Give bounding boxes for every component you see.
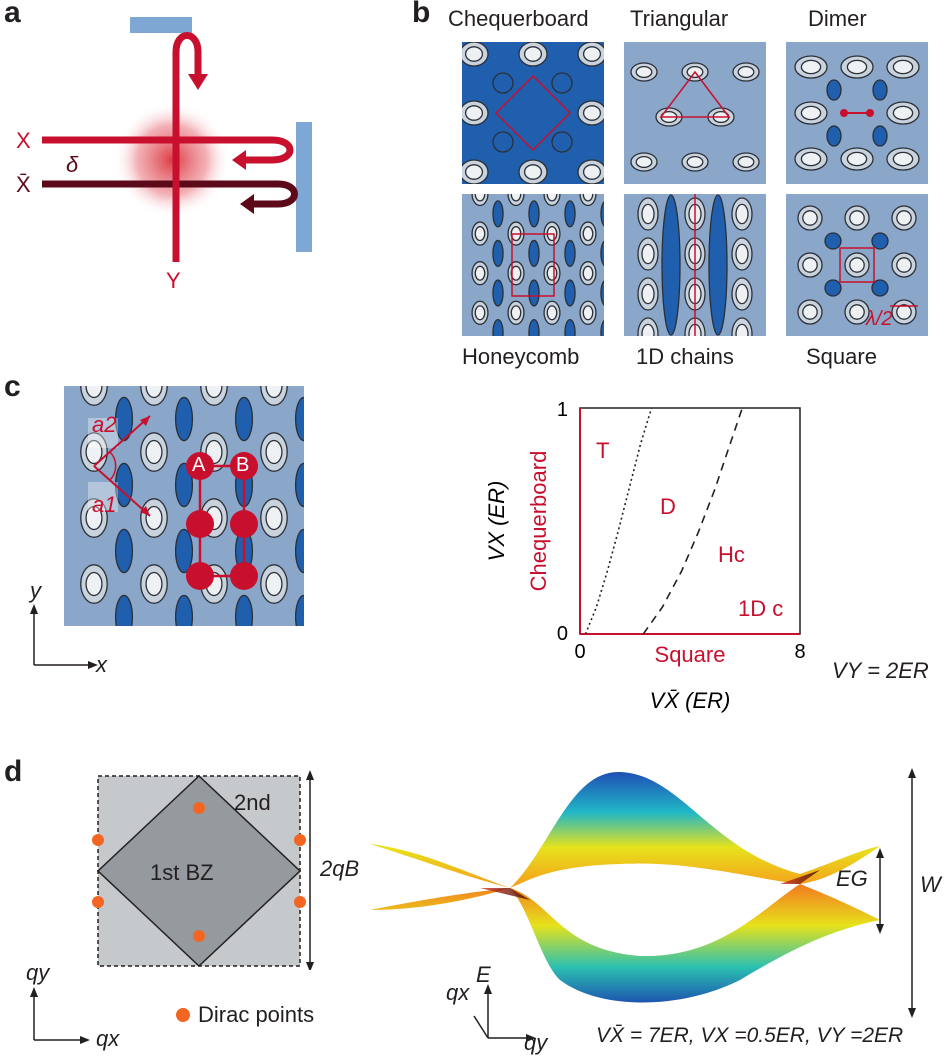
first-bz-label: 1st BZ — [150, 860, 214, 885]
tile-dimer — [786, 42, 928, 184]
region-t: T — [596, 438, 609, 463]
beam-xbar-label: X̄ — [16, 172, 31, 197]
tile-square — [786, 194, 928, 336]
vy-label: VY = 2ER — [832, 658, 929, 683]
band-structure-surface — [370, 768, 916, 1018]
y-beam — [172, 32, 202, 262]
band-axes — [473, 984, 536, 1042]
vector-a1 — [93, 465, 151, 517]
x-tick-right: 8 — [794, 641, 805, 663]
delta-label: δ — [66, 152, 79, 177]
site-b — [230, 452, 258, 480]
square-axis-label: Square — [655, 642, 726, 667]
y-axis-title: VX (ER) — [484, 481, 509, 562]
lattice-overlay — [88, 415, 258, 590]
dirac-point — [294, 834, 306, 846]
region-1dc: 1D c — [738, 596, 783, 621]
y-beam-arrow — [188, 74, 208, 90]
site-a-label: A — [192, 454, 206, 476]
lower-band — [370, 884, 880, 1003]
axis-qx-label: qx — [96, 1026, 120, 1051]
vector-a2 — [93, 415, 151, 467]
xbar-beam-arrow — [240, 194, 254, 214]
dirac-point — [193, 930, 205, 942]
beam-x-label: X — [16, 128, 31, 153]
label-dimer: Dimer — [808, 6, 867, 31]
tile-triangular — [624, 42, 766, 184]
gap-eg-label: EG — [836, 866, 868, 891]
axis-y-label: y — [30, 578, 41, 603]
xy-axes — [30, 604, 98, 669]
a1-label: a1 — [92, 492, 116, 518]
x-beam-arrow — [232, 150, 246, 170]
boundary-dashed — [642, 407, 744, 635]
panel-letter-a: a — [4, 0, 21, 29]
axis-qy-label: qy — [26, 960, 50, 985]
dirac-point — [92, 896, 104, 908]
region-hc: Hc — [718, 542, 745, 567]
y-tick-top: 1 — [557, 399, 568, 421]
right-mirror — [296, 122, 312, 252]
top-mirror — [130, 17, 192, 33]
axis-x-label: x — [96, 652, 107, 677]
brillouin-zone-diagram — [92, 770, 314, 970]
q-axes — [30, 987, 90, 1044]
dirac-legend-marker — [176, 1008, 190, 1022]
band-params: VX̄ = 7ER, VX =0.5ER, VY =2ER — [596, 1024, 904, 1047]
a1-text: a1 — [92, 492, 117, 517]
tile-honeycomb — [462, 194, 604, 336]
second-bz-label: 2nd — [234, 790, 271, 815]
beam-setup-diagram — [42, 17, 312, 262]
energy-axis-label: E — [476, 962, 491, 987]
band-qx-label: qx — [446, 980, 470, 1005]
dirac-point — [92, 834, 104, 846]
atom-cloud — [114, 102, 230, 218]
label-chequerboard: Chequerboard — [448, 6, 589, 31]
panel-letter-c: c — [4, 370, 21, 403]
chequerboard-axis-label: Chequerboard — [526, 451, 551, 592]
first-bz — [96, 774, 302, 968]
tile-chequerboard — [462, 42, 604, 184]
dirac-legend-label: Dirac points — [198, 1002, 315, 1027]
label-triangular: Triangular — [630, 6, 729, 31]
beam-y-label: Y — [166, 268, 181, 293]
x-axis-title: VX̄ (ER) — [650, 688, 731, 713]
phase-diagram-chart: 1 0 0 8 Square Chequerboard VX (ER) VX̄ … — [484, 399, 806, 713]
upper-band — [370, 771, 880, 888]
tile-1d-chains — [624, 194, 766, 336]
site-b-label: B — [236, 454, 250, 476]
label-square: Square — [806, 344, 877, 369]
y-tick-bottom: 0 — [557, 623, 568, 645]
scale-label: λ/2 — [866, 308, 893, 330]
x-beam — [42, 136, 294, 164]
dirac-point — [193, 802, 205, 814]
a2-text: a2 — [92, 412, 117, 437]
x-tick-left: 0 — [574, 641, 585, 663]
site-a — [186, 452, 214, 480]
label-honeycomb: Honeycomb — [462, 344, 580, 369]
bandwidth-w-label: W — [920, 872, 941, 897]
panel-letter-b: b — [412, 0, 431, 29]
panel-letter-d: d — [4, 755, 23, 788]
a2-label: a2 — [92, 412, 116, 438]
dirac-point — [294, 896, 306, 908]
label-1d-chains: 1D chains — [636, 344, 734, 369]
region-d: D — [660, 494, 676, 519]
band-qy-label: qy — [524, 1030, 548, 1055]
honeycomb-lattice-map — [64, 386, 304, 626]
xbar-beam — [42, 180, 298, 208]
width-2qb-label: 2qB — [320, 856, 360, 881]
